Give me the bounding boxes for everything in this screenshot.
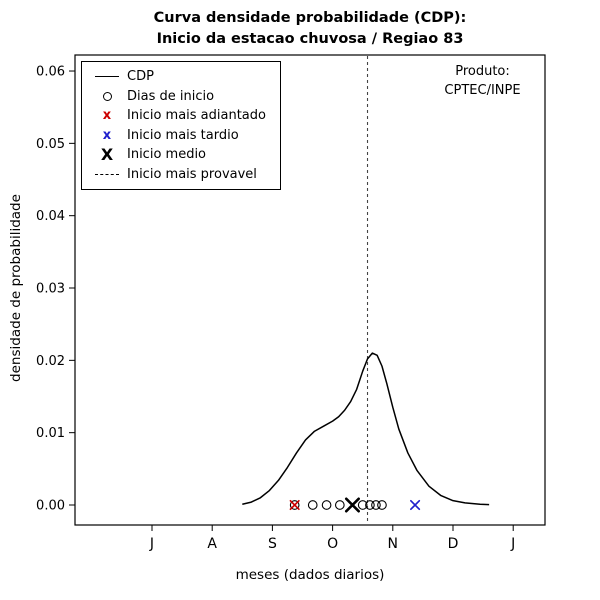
x-tick-label: A (207, 536, 217, 552)
legend-label-latest: Inicio mais tardio (127, 127, 239, 143)
cdp-curve (242, 352, 490, 506)
legend-item-latest: x Inicio mais tardio (90, 126, 266, 146)
legend-item-earliest: x Inicio mais adiantado (90, 106, 266, 126)
x-tick-label: D (448, 536, 459, 552)
solid-line-symbol (95, 76, 119, 78)
start-day-point (289, 500, 300, 510)
y-tick-label: 0.01 (36, 426, 65, 441)
blue-x-symbol: x (102, 127, 112, 143)
latest-start-marker (410, 499, 421, 511)
legend-item-cdp: CDP (90, 67, 266, 87)
product-annotation: Produto: CPTEC/INPE (415, 62, 550, 100)
start-day-point (377, 500, 387, 510)
start-day-point (307, 500, 318, 510)
y-tick-label: 0.04 (36, 209, 65, 224)
x-tick-label: N (388, 536, 398, 552)
x-axis-label: meses (dados diarios) (235, 567, 385, 583)
chart-title-line2: Inicio da estacao chuvosa / Regiao 83 (156, 31, 464, 47)
y-tick-label: 0.03 (36, 282, 65, 297)
dashed-line-symbol (95, 173, 119, 175)
legend-label-start-days: Dias de inicio (127, 88, 215, 104)
x-tick-label: S (268, 536, 277, 552)
mean-start-marker (344, 497, 360, 513)
legend-label-mean: Inicio medio (127, 147, 207, 163)
product-annotation-line2: CPTEC/INPE (444, 83, 521, 98)
y-tick-label: 0.02 (36, 354, 65, 369)
product-annotation-line1: Produto: (455, 64, 510, 79)
earliest-start-marker (289, 499, 300, 511)
legend-item-most-probable: Inicio mais provavel (90, 165, 266, 185)
y-tick-label: 0.00 (36, 499, 65, 514)
legend-label-cdp: CDP (127, 69, 154, 85)
x-tick-label: J (149, 536, 154, 552)
start-day-point (321, 500, 332, 510)
start-day-point (365, 500, 375, 510)
x-tick-label: O (327, 536, 338, 552)
chart-title: Curva densidade probabilidade (CDP): Ini… (10, 8, 600, 50)
plot-box (74, 54, 546, 526)
legend-item-mean: X Inicio medio (90, 145, 266, 165)
start-day-point (334, 500, 345, 510)
red-x-symbol: x (102, 108, 112, 124)
black-x-symbol: X (100, 144, 114, 164)
y-tick-label: 0.05 (36, 137, 65, 152)
open-circle-symbol (102, 91, 112, 101)
legend: CDP Dias de inicio x Inicio mais adianta… (81, 61, 281, 190)
y-axis-label: densidade de probabilidade (8, 194, 24, 382)
legend-item-start-days: Dias de inicio (90, 87, 266, 107)
start-day-point (357, 500, 368, 510)
y-tick-label: 0.06 (36, 65, 65, 80)
legend-label-earliest: Inicio mais adiantado (127, 108, 266, 124)
chart-title-line1: Curva densidade probabilidade (CDP): (153, 10, 467, 26)
x-tick-label: J (510, 536, 515, 552)
legend-label-most-probable: Inicio mais provavel (127, 166, 257, 182)
start-day-point (371, 500, 381, 510)
